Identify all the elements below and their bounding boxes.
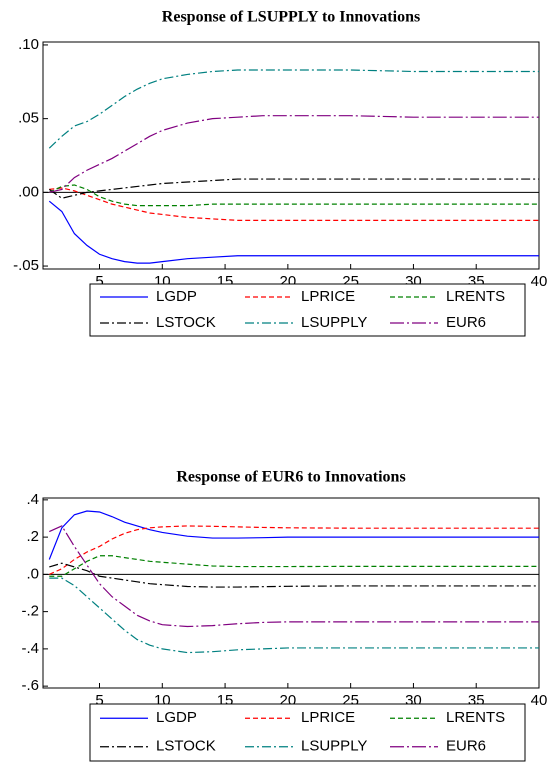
- chart-title: Response of EUR6 to Innovations: [176, 469, 405, 486]
- y-tick-label: .0: [26, 565, 39, 582]
- series-line: [49, 562, 539, 588]
- legend-box: [89, 283, 526, 337]
- x-tick-label: 40: [531, 692, 548, 709]
- legend-label: LSUPPLY: [301, 314, 367, 331]
- x-tick-label: 5: [95, 692, 103, 709]
- y-tick-label: .05: [18, 110, 39, 127]
- series-line: [49, 577, 539, 654]
- legend-label: LGDP: [156, 709, 197, 726]
- series-line: [49, 525, 539, 575]
- series-line: [49, 187, 539, 221]
- x-tick-label: 40: [531, 273, 548, 290]
- legend-box: [89, 703, 526, 762]
- y-tick-label: -.05: [13, 257, 39, 274]
- legend-label: EUR6: [446, 738, 486, 755]
- legend-label: LPRICE: [301, 709, 355, 726]
- series-line: [49, 555, 539, 577]
- series-line: [49, 115, 539, 193]
- y-tick-label: -.6: [21, 677, 39, 694]
- series-line: [48, 178, 539, 199]
- plot-frame: [42, 497, 540, 689]
- series-line: [49, 525, 539, 628]
- legend-label: LRENTS: [446, 288, 505, 305]
- y-tick-label: .4: [26, 491, 39, 508]
- y-tick-label: -.4: [21, 640, 39, 657]
- series-line: [48, 510, 539, 560]
- series-line: [48, 200, 539, 264]
- series-line: [48, 69, 539, 149]
- y-tick-label: .10: [18, 36, 39, 53]
- legend-label: LSTOCK: [156, 314, 216, 331]
- y-tick-label: -.2: [21, 603, 39, 620]
- y-tick-label: .00: [18, 183, 39, 200]
- x-tick-label: 5: [95, 273, 103, 290]
- legend-label: LGDP: [156, 288, 197, 305]
- chart-title: Response of LSUPPLY to Innovations: [162, 9, 420, 26]
- legend-label: LSUPPLY: [301, 738, 367, 755]
- legend-label: LSTOCK: [156, 738, 216, 755]
- y-tick-label: .2: [26, 528, 39, 545]
- legend-label: EUR6: [446, 314, 486, 331]
- legend-label: LPRICE: [301, 288, 355, 305]
- series-line: [49, 184, 539, 207]
- plot-frame: [42, 41, 540, 270]
- legend-label: LRENTS: [446, 709, 505, 726]
